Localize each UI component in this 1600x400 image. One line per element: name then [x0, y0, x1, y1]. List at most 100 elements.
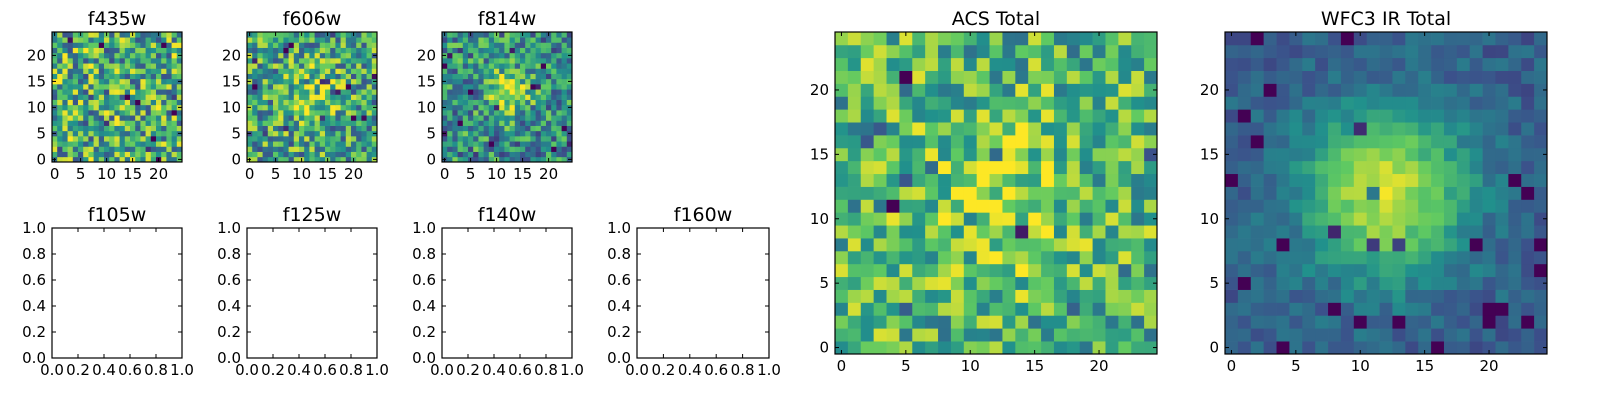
y-tick-label: 0.0: [217, 349, 241, 367]
x-tick-label: 0.0: [625, 361, 649, 379]
heatmap-cell: [309, 37, 315, 43]
heatmap-cell: [566, 120, 573, 126]
heatmap-cell: [847, 315, 862, 329]
heatmap-cell: [278, 52, 284, 59]
heatmap-cell: [1418, 263, 1432, 278]
heatmap-cell: [540, 156, 547, 163]
heatmap-cell: [1092, 328, 1106, 342]
heatmap-cell: [912, 135, 926, 149]
heatmap-cell: [283, 120, 289, 126]
heatmap-cell: [273, 63, 279, 69]
heatmap-cell: [1079, 289, 1093, 303]
heatmap-cell: [483, 32, 490, 38]
heatmap-cell: [1418, 186, 1432, 200]
heatmap-cell: [551, 99, 557, 106]
heatmap-cell: [1431, 109, 1445, 123]
heatmap-cell: [1418, 302, 1432, 316]
heatmap-cell: [556, 73, 562, 80]
heatmap-cell: [1237, 199, 1252, 213]
heatmap-cell: [283, 110, 289, 116]
heatmap-cell: [161, 58, 167, 64]
heatmap-cell: [1002, 122, 1016, 136]
heatmap-cell: [67, 63, 74, 69]
heatmap-cell: [176, 115, 183, 121]
heatmap-cell: [1250, 109, 1264, 123]
heatmap-cell: [140, 120, 146, 126]
heatmap-cell: [1015, 263, 1029, 278]
chart-title: f125w: [283, 204, 342, 226]
heatmap-cell: [514, 130, 521, 137]
heatmap-cell: [1092, 32, 1106, 46]
heatmap-cell: [299, 73, 305, 80]
heatmap-cell: [1379, 225, 1393, 239]
subplot: 0.0 0.2 0.4 0.6 0.8 1.00.00.20.40.60.81.0: [22, 219, 194, 379]
heatmap-cell: [1405, 289, 1419, 303]
heatmap-cell: [83, 52, 89, 59]
heatmap-cell: [140, 146, 146, 152]
heatmap-cell: [83, 63, 89, 69]
heatmap-cell: [551, 42, 557, 48]
heatmap-cell: [1131, 341, 1145, 355]
heatmap-cell: [1508, 315, 1522, 329]
heatmap-cell: [1041, 83, 1055, 97]
heatmap-cell: [1405, 276, 1419, 290]
heatmap-cell: [252, 73, 258, 80]
heatmap-cell: [535, 125, 542, 132]
heatmap-cell: [950, 122, 965, 136]
heatmap-cell: [1263, 341, 1277, 355]
heatmap-cell: [135, 125, 141, 132]
heatmap-cell: [899, 122, 913, 136]
heatmap-cell: [293, 37, 300, 43]
heatmap-cell: [1379, 238, 1393, 252]
heatmap-cell: [1041, 315, 1055, 329]
heatmap-cell: [351, 47, 357, 54]
heatmap-cell: [1508, 32, 1522, 46]
heatmap-cell: [1118, 263, 1132, 278]
heatmap-cell: [104, 68, 110, 74]
heatmap-cell: [78, 99, 84, 106]
heatmap-cell: [78, 73, 84, 80]
heatmap-cell: [1431, 122, 1445, 136]
heatmap-cell: [262, 141, 269, 147]
heatmap-cell: [447, 141, 453, 147]
heatmap-cell: [551, 89, 557, 95]
heatmap-cell: [499, 84, 505, 90]
heatmap-cell: [835, 135, 849, 149]
heatmap-cell: [963, 263, 978, 278]
heatmap-cell: [1131, 83, 1145, 97]
heatmap-cell: [509, 32, 516, 38]
heatmap-cell: [1340, 212, 1355, 226]
heatmap-cell: [247, 42, 253, 48]
heatmap-cell: [1379, 212, 1393, 226]
heatmap-cell: [1328, 212, 1342, 226]
heatmap-cell: [1079, 341, 1093, 355]
heatmap-cell: [83, 120, 89, 126]
heatmap-cell: [452, 110, 458, 116]
heatmap-cell: [283, 42, 289, 48]
heatmap-cell: [1289, 328, 1303, 342]
heatmap-cell: [530, 68, 536, 74]
heatmap-cell: [499, 141, 505, 147]
heatmap-cell: [72, 136, 79, 142]
heatmap-cell: [468, 125, 474, 132]
heatmap-cell: [72, 115, 79, 121]
heatmap-cell: [504, 52, 510, 59]
heatmap-cell: [1105, 173, 1119, 187]
heatmap-cell: [288, 99, 295, 106]
heatmap-cell: [150, 47, 157, 54]
heatmap-cell: [288, 84, 295, 90]
heatmap-cell: [135, 115, 141, 121]
heatmap-cell: [1118, 160, 1132, 175]
heatmap-cell: [1144, 250, 1158, 265]
heatmap-cell: [1237, 57, 1252, 71]
heatmap-cell: [1418, 341, 1432, 355]
subplot: 0.0 0.2 0.4 0.6 0.8 1.00.00.20.40.60.81.0: [217, 219, 389, 379]
heatmap-cell: [886, 83, 900, 97]
heatmap-cell: [1534, 302, 1548, 316]
x-tick-label: 0.8: [144, 361, 168, 379]
heatmap-cell: [478, 42, 484, 48]
heatmap-cell: [525, 63, 531, 69]
heatmap-cell: [1225, 212, 1239, 226]
heatmap-cell: [925, 173, 939, 187]
heatmap-cell: [309, 52, 315, 59]
